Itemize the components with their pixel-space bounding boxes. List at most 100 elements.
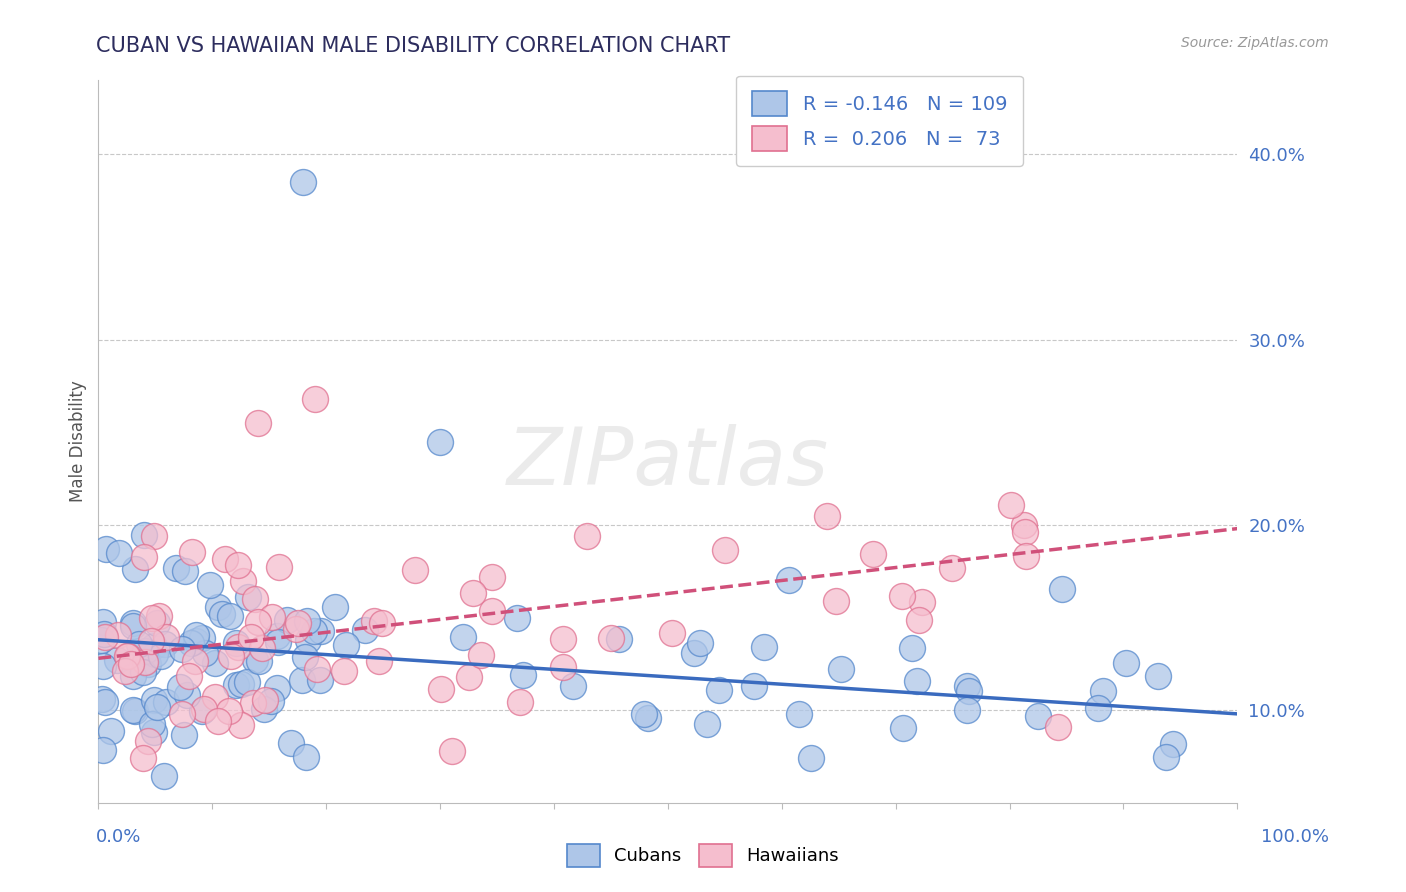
Point: [228, 558, 250, 572]
Point: [153, 636, 176, 650]
Point: [150, 648, 173, 663]
Point: [787, 707, 810, 722]
Point: [207, 714, 229, 728]
Point: [956, 679, 979, 693]
Point: [236, 590, 259, 604]
Point: [911, 595, 934, 609]
Point: [575, 529, 598, 543]
Point: [145, 648, 167, 662]
Point: [235, 675, 257, 690]
Point: [292, 175, 315, 189]
Point: [169, 680, 191, 694]
Point: [1015, 549, 1038, 563]
Point: [142, 529, 165, 543]
Point: [141, 634, 163, 648]
Point: [93, 627, 115, 641]
Point: [1091, 684, 1114, 698]
Point: [302, 624, 325, 638]
Point: [243, 591, 266, 606]
Point: [1000, 498, 1022, 512]
Point: [225, 678, 247, 692]
Point: [148, 608, 170, 623]
Point: [957, 683, 980, 698]
Point: [134, 549, 156, 564]
Point: [247, 654, 270, 668]
Point: [260, 694, 283, 708]
Point: [682, 646, 704, 660]
Point: [509, 695, 531, 709]
Point: [153, 769, 176, 783]
Point: [481, 569, 503, 583]
Point: [1050, 582, 1073, 597]
Text: CUBAN VS HAWAIIAN MALE DISABILITY CORRELATION CHART: CUBAN VS HAWAIIAN MALE DISABILITY CORREL…: [96, 36, 730, 55]
Text: 0.0%: 0.0%: [96, 828, 141, 846]
Point: [363, 614, 385, 628]
Point: [122, 616, 145, 631]
Point: [170, 642, 193, 657]
Point: [155, 695, 177, 709]
Point: [294, 650, 316, 665]
Point: [893, 721, 915, 735]
Point: [146, 615, 169, 630]
Point: [184, 654, 207, 668]
Point: [1161, 737, 1184, 751]
Point: [190, 631, 212, 645]
Point: [100, 723, 122, 738]
Point: [232, 574, 254, 588]
Point: [132, 751, 155, 765]
Point: [285, 622, 308, 636]
Point: [134, 655, 156, 669]
Point: [956, 703, 979, 717]
Point: [311, 624, 333, 638]
Point: [141, 717, 163, 731]
Point: [441, 744, 464, 758]
Point: [599, 631, 621, 645]
Point: [173, 564, 195, 578]
Point: [714, 542, 737, 557]
Point: [309, 673, 332, 688]
Point: [231, 677, 253, 691]
Point: [114, 664, 136, 678]
Point: [132, 665, 155, 679]
Point: [219, 648, 242, 663]
Point: [219, 609, 242, 624]
Point: [335, 638, 357, 652]
Point: [778, 573, 800, 587]
Point: [94, 695, 117, 709]
Point: [800, 751, 823, 765]
Point: [561, 679, 583, 693]
Point: [228, 640, 250, 654]
Point: [176, 688, 198, 702]
Point: [91, 743, 114, 757]
Point: [457, 670, 479, 684]
Point: [269, 559, 291, 574]
Point: [91, 615, 114, 629]
Point: [742, 679, 765, 693]
Point: [430, 681, 453, 696]
Point: [607, 632, 630, 646]
Point: [1087, 700, 1109, 714]
Point: [184, 633, 207, 648]
Point: [124, 704, 146, 718]
Point: [204, 656, 226, 670]
Point: [128, 637, 150, 651]
Point: [295, 614, 318, 628]
Point: [115, 649, 138, 664]
Point: [122, 669, 145, 683]
Point: [295, 750, 318, 764]
Point: [141, 611, 163, 625]
Point: [91, 659, 114, 673]
Point: [901, 640, 924, 655]
Point: [142, 693, 165, 707]
Point: [155, 630, 177, 644]
Point: [204, 690, 226, 705]
Point: [218, 704, 240, 718]
Point: [825, 593, 848, 607]
Point: [247, 615, 270, 629]
Point: [304, 392, 326, 406]
Point: [146, 700, 169, 714]
Point: [186, 628, 208, 642]
Point: [267, 635, 290, 649]
Point: [250, 641, 273, 656]
Point: [333, 665, 356, 679]
